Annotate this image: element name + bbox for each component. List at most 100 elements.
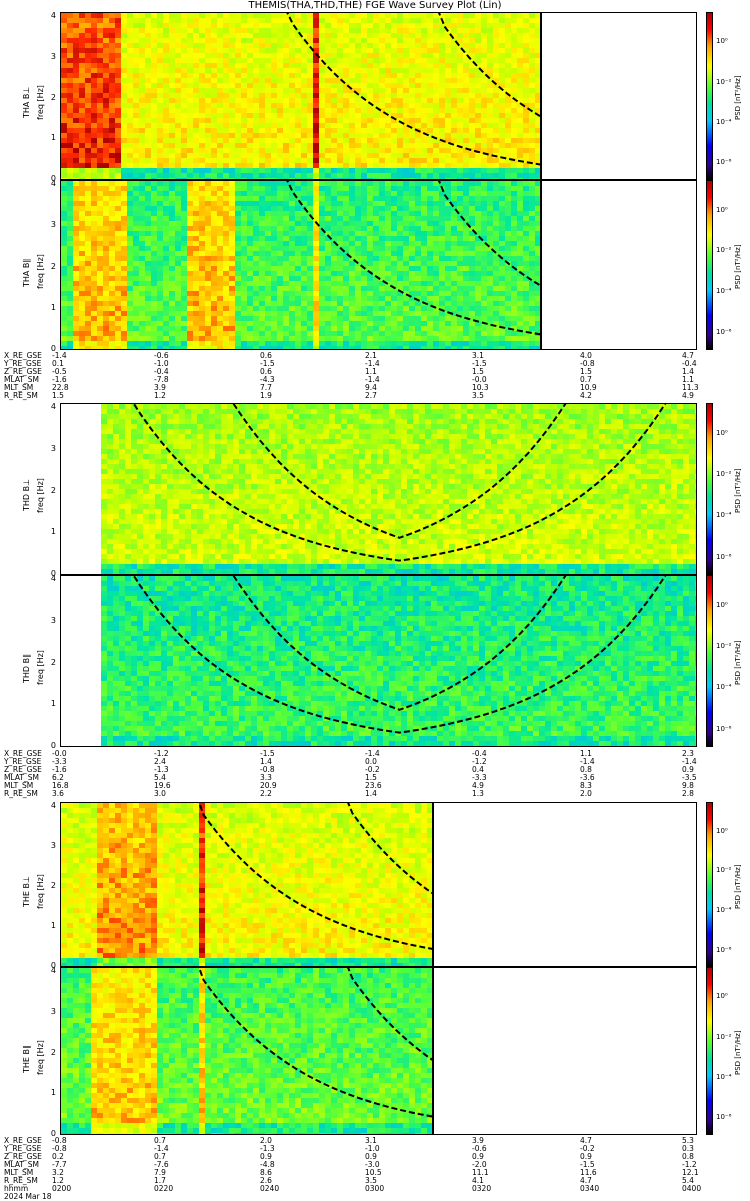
colorbar [706, 180, 713, 350]
y-tick-label: 2 [46, 658, 56, 667]
colorbar-tick: 10⁻⁴ [716, 1073, 731, 1081]
ephem-value: 1.9 [260, 392, 272, 400]
spectrogram [61, 13, 697, 180]
colorbar-tick: 10⁻² [716, 866, 731, 874]
y-tick-label: 3 [46, 220, 56, 229]
colorbar [706, 575, 713, 747]
y-tick-label: 3 [46, 444, 56, 453]
colorbar-tick: 10⁰ [716, 206, 728, 214]
y-tick-label: 3 [46, 616, 56, 625]
time-tick-label: 0320 [472, 1185, 491, 1193]
colorbar-tick: 10⁻⁴ [716, 906, 731, 914]
ephem-value: 1.2 [154, 392, 166, 400]
y-tick-label: 3 [46, 1007, 56, 1016]
y-tick-label: 1 [46, 921, 56, 930]
colorbar-tick: 10⁻⁴ [716, 683, 731, 691]
y-tick-label: 4 [46, 402, 56, 411]
colorbar [706, 802, 713, 967]
y-axis-label: freq [Hz] [36, 650, 45, 685]
y-tick-label: 1 [46, 1088, 56, 1097]
colorbar-tick: 10⁻² [716, 246, 731, 254]
time-tick-label: 0220 [154, 1185, 173, 1193]
colorbar-tick: 10⁻² [716, 470, 731, 478]
colorbar-tick: 10⁻⁶ [716, 328, 731, 336]
colorbar-tick: 10⁻⁶ [716, 1113, 731, 1121]
colorbar-tick: 10⁻⁶ [716, 946, 731, 954]
panel-label: THA B⊥ [22, 87, 31, 118]
y-axis-label: freq [Hz] [36, 254, 45, 289]
spectrogram [61, 181, 697, 350]
panel-label: THD B∥ [22, 654, 31, 683]
panel-label: THD B⊥ [22, 479, 31, 511]
panel-tha-bl [60, 12, 697, 180]
y-tick-label: 4 [46, 801, 56, 810]
ephem-value: 3.0 [154, 790, 166, 798]
ephem-value: 1.3 [472, 790, 484, 798]
colorbar [706, 403, 713, 575]
spectrogram [61, 404, 697, 575]
y-tick-label: 2 [46, 93, 56, 102]
colorbar-tick: 10⁻⁴ [716, 511, 731, 519]
colorbar-tick: 10⁻⁶ [716, 553, 731, 561]
plot-title: THEMIS(THA,THD,THE) FGE Wave Survey Plot… [0, 0, 750, 11]
y-tick-label: 3 [46, 841, 56, 850]
time-tick-label: 0200 [52, 1185, 71, 1193]
y-tick-label: 2 [46, 486, 56, 495]
colorbar-tick: 10⁰ [716, 429, 728, 437]
time-tick-label: 0340 [580, 1185, 599, 1193]
colorbar [706, 12, 713, 180]
colorbar-tick: 10⁻² [716, 642, 731, 650]
panel-the-bll [60, 967, 697, 1135]
spectrogram [61, 576, 697, 747]
colorbar-label: PSD [nT²/Hz] [734, 640, 742, 685]
y-tick-label: 3 [46, 52, 56, 61]
colorbar-label: PSD [nT²/Hz] [734, 468, 742, 513]
ephem-row-name: R_RE_SM [4, 392, 38, 400]
y-tick-label: 4 [46, 11, 56, 20]
ephem-value: 3.6 [52, 790, 64, 798]
ephem-value: 3.5 [472, 392, 484, 400]
y-axis-label: freq [Hz] [36, 478, 45, 513]
panel-label: THE B⊥ [22, 876, 31, 907]
y-tick-label: 2 [46, 881, 56, 890]
panel-the-bl [60, 802, 697, 967]
y-tick-label: 2 [46, 262, 56, 271]
panel-thd-bll [60, 575, 697, 747]
y-axis-label: freq [Hz] [36, 874, 45, 909]
colorbar-tick: 10⁻⁴ [716, 118, 731, 126]
colorbar-tick: 10⁰ [716, 601, 728, 609]
ephem-value: 4.9 [682, 392, 694, 400]
colorbar-tick: 10⁰ [716, 827, 728, 835]
y-tick-label: 1 [46, 133, 56, 142]
colorbar-label: PSD [nT²/Hz] [734, 244, 742, 289]
panel-label: THA B∥ [22, 259, 31, 287]
panel-thd-bl [60, 403, 697, 575]
ephem-value: 4.2 [580, 392, 592, 400]
colorbar-label: PSD [nT²/Hz] [734, 864, 742, 909]
ephem-value: 2.8 [682, 790, 694, 798]
ephem-value: 2.7 [365, 392, 377, 400]
y-axis-label: freq [Hz] [36, 1040, 45, 1075]
y-tick-label: 1 [46, 527, 56, 536]
y-tick-label: 2 [46, 1048, 56, 1057]
spectrogram [61, 803, 697, 967]
y-tick-label: 4 [46, 179, 56, 188]
colorbar-tick: 10⁻⁶ [716, 158, 731, 166]
colorbar-tick: 10⁻⁴ [716, 287, 731, 295]
y-tick-label: 1 [46, 699, 56, 708]
colorbar-tick: 10⁻⁶ [716, 725, 731, 733]
colorbar-tick: 10⁻² [716, 78, 731, 86]
colorbar-tick: 10⁰ [716, 37, 728, 45]
y-axis-label: freq [Hz] [36, 85, 45, 120]
colorbar-label: PSD [nT²/Hz] [734, 75, 742, 120]
time-tick-label: 0400 [682, 1185, 701, 1193]
y-tick-label: 1 [46, 303, 56, 312]
time-tick-label: 0240 [260, 1185, 279, 1193]
spectrogram [61, 968, 697, 1135]
ephem-row-name: R_RE_SM [4, 790, 38, 798]
colorbar-tick: 10⁰ [716, 992, 728, 1000]
y-tick-label: 4 [46, 966, 56, 975]
y-tick-label: 4 [46, 574, 56, 583]
ephem-value: 2.2 [260, 790, 272, 798]
colorbar-tick: 10⁻² [716, 1033, 731, 1041]
